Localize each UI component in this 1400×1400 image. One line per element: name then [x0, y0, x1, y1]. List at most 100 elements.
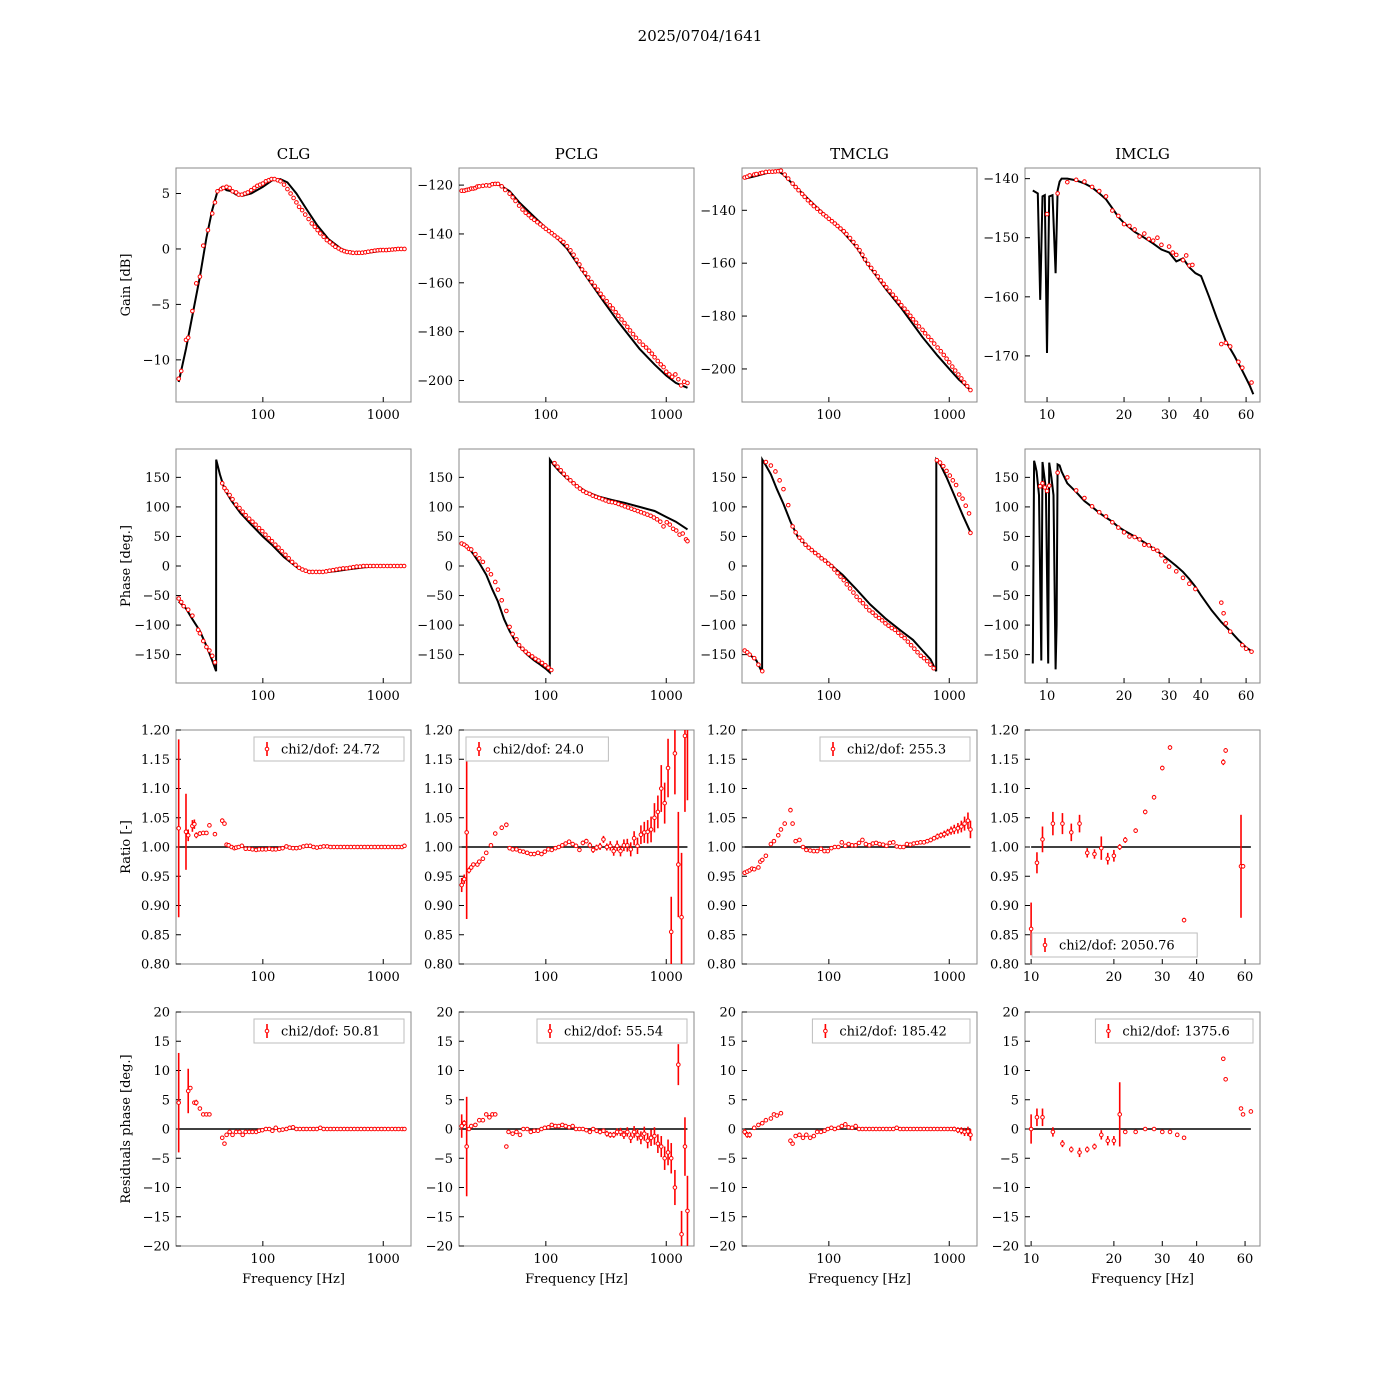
data-point — [1040, 837, 1045, 842]
data-point — [1122, 1129, 1128, 1135]
data-point — [246, 516, 252, 522]
data-point — [929, 337, 934, 343]
data-point — [658, 1144, 664, 1149]
data-point — [192, 821, 197, 827]
data-point — [296, 204, 302, 210]
plot-area — [1032, 177, 1255, 395]
data-point — [204, 830, 209, 836]
data-point — [836, 1125, 841, 1131]
data-point — [899, 633, 904, 639]
data-point — [312, 224, 318, 230]
data-point — [759, 1120, 765, 1126]
data-point — [266, 535, 272, 541]
data-point — [938, 348, 944, 354]
data-point — [946, 360, 952, 365]
data-point — [892, 627, 898, 633]
data-point — [580, 840, 586, 846]
data-point — [250, 847, 255, 852]
x-axis-label: Frequency [Hz] — [808, 1272, 911, 1287]
data-point — [185, 1088, 191, 1094]
data-point — [1060, 821, 1065, 826]
data-point — [679, 914, 684, 920]
data-point — [281, 182, 287, 187]
legend: chi2/dof: 50.81 — [253, 1018, 405, 1044]
data-point — [851, 239, 856, 245]
data-point — [219, 1135, 225, 1141]
y-tick-label: 1.00 — [424, 841, 453, 856]
y-tick-label: −10 — [143, 1181, 170, 1196]
data-point — [881, 281, 886, 287]
data-point — [563, 841, 568, 846]
y-tick-label: −20 — [709, 1240, 736, 1255]
data-point — [1077, 1150, 1082, 1155]
data-point — [756, 1122, 761, 1128]
data-point — [601, 1128, 606, 1134]
data-point — [658, 786, 664, 791]
data-point — [777, 478, 782, 483]
data-point — [1137, 234, 1142, 239]
data-point — [965, 818, 971, 823]
data-point — [510, 1131, 515, 1136]
y-tick-label: 1.00 — [707, 841, 736, 856]
data-point — [1077, 821, 1082, 826]
data-point — [613, 309, 618, 315]
data-point — [918, 653, 924, 659]
data-point — [176, 376, 181, 382]
data-point — [521, 849, 526, 854]
data-point — [524, 1126, 530, 1132]
data-point — [841, 577, 847, 583]
data-point — [260, 847, 265, 852]
data-point — [751, 1125, 757, 1131]
data-point — [1151, 1126, 1157, 1132]
data-point — [1223, 621, 1229, 626]
plot-area — [742, 807, 973, 876]
data-point — [260, 528, 265, 534]
data-point — [499, 825, 505, 830]
data-point — [905, 639, 911, 644]
data-point — [775, 833, 781, 838]
y-tick-label: 15 — [153, 1035, 170, 1050]
y-tick-label: −170 — [983, 349, 1019, 364]
data-point — [782, 821, 788, 826]
data-point — [853, 842, 858, 848]
data-point — [506, 1129, 511, 1135]
data-point — [648, 827, 654, 832]
data-point — [873, 613, 879, 618]
data-point — [822, 558, 828, 563]
y-tick-label: 0.80 — [141, 958, 170, 973]
data-point — [222, 821, 227, 826]
data-point — [825, 1126, 831, 1132]
data-point — [921, 655, 927, 661]
data-point — [793, 184, 798, 190]
data-point — [759, 857, 765, 863]
data-point — [959, 824, 964, 829]
data-point — [857, 247, 862, 253]
data-point — [751, 655, 757, 661]
y-tick-label: 0 — [445, 1123, 453, 1138]
x-tick-label: 30 — [1154, 1252, 1171, 1267]
y-tick-label: 1.05 — [707, 811, 736, 826]
y-tick-label: 5 — [445, 1093, 453, 1108]
data-point — [807, 848, 813, 853]
y-tick-label: 1.05 — [141, 811, 170, 826]
data-point — [555, 235, 560, 240]
data-point — [627, 328, 633, 333]
data-point — [495, 587, 501, 592]
data-point — [1105, 856, 1111, 862]
data-point — [317, 231, 323, 236]
legend-point-marker — [547, 1028, 553, 1034]
chart-panel-TMCLG-ratio: 100 1000 1.20 1.15 1.10 1.05 1.00 0.95 0.90 0.85 0… — [707, 724, 978, 985]
x-tick-label: 20 — [1116, 689, 1133, 704]
data-point — [836, 844, 841, 850]
legend-frame — [1031, 932, 1198, 958]
y-tick-label: 0.90 — [424, 899, 453, 914]
data-point — [685, 380, 690, 386]
data-point — [315, 227, 320, 233]
plot-area — [742, 168, 973, 393]
data-point — [290, 1124, 296, 1130]
data-point — [207, 823, 212, 828]
x-tick-label: 10 — [1023, 1252, 1040, 1267]
data-point — [190, 308, 195, 314]
chart-panel-PCLG-ratio: 100 1000 1.20 1.15 1.10 1.05 1.00 0.95 0.90 0.85 0… — [424, 724, 695, 985]
plot-area — [459, 1044, 690, 1246]
